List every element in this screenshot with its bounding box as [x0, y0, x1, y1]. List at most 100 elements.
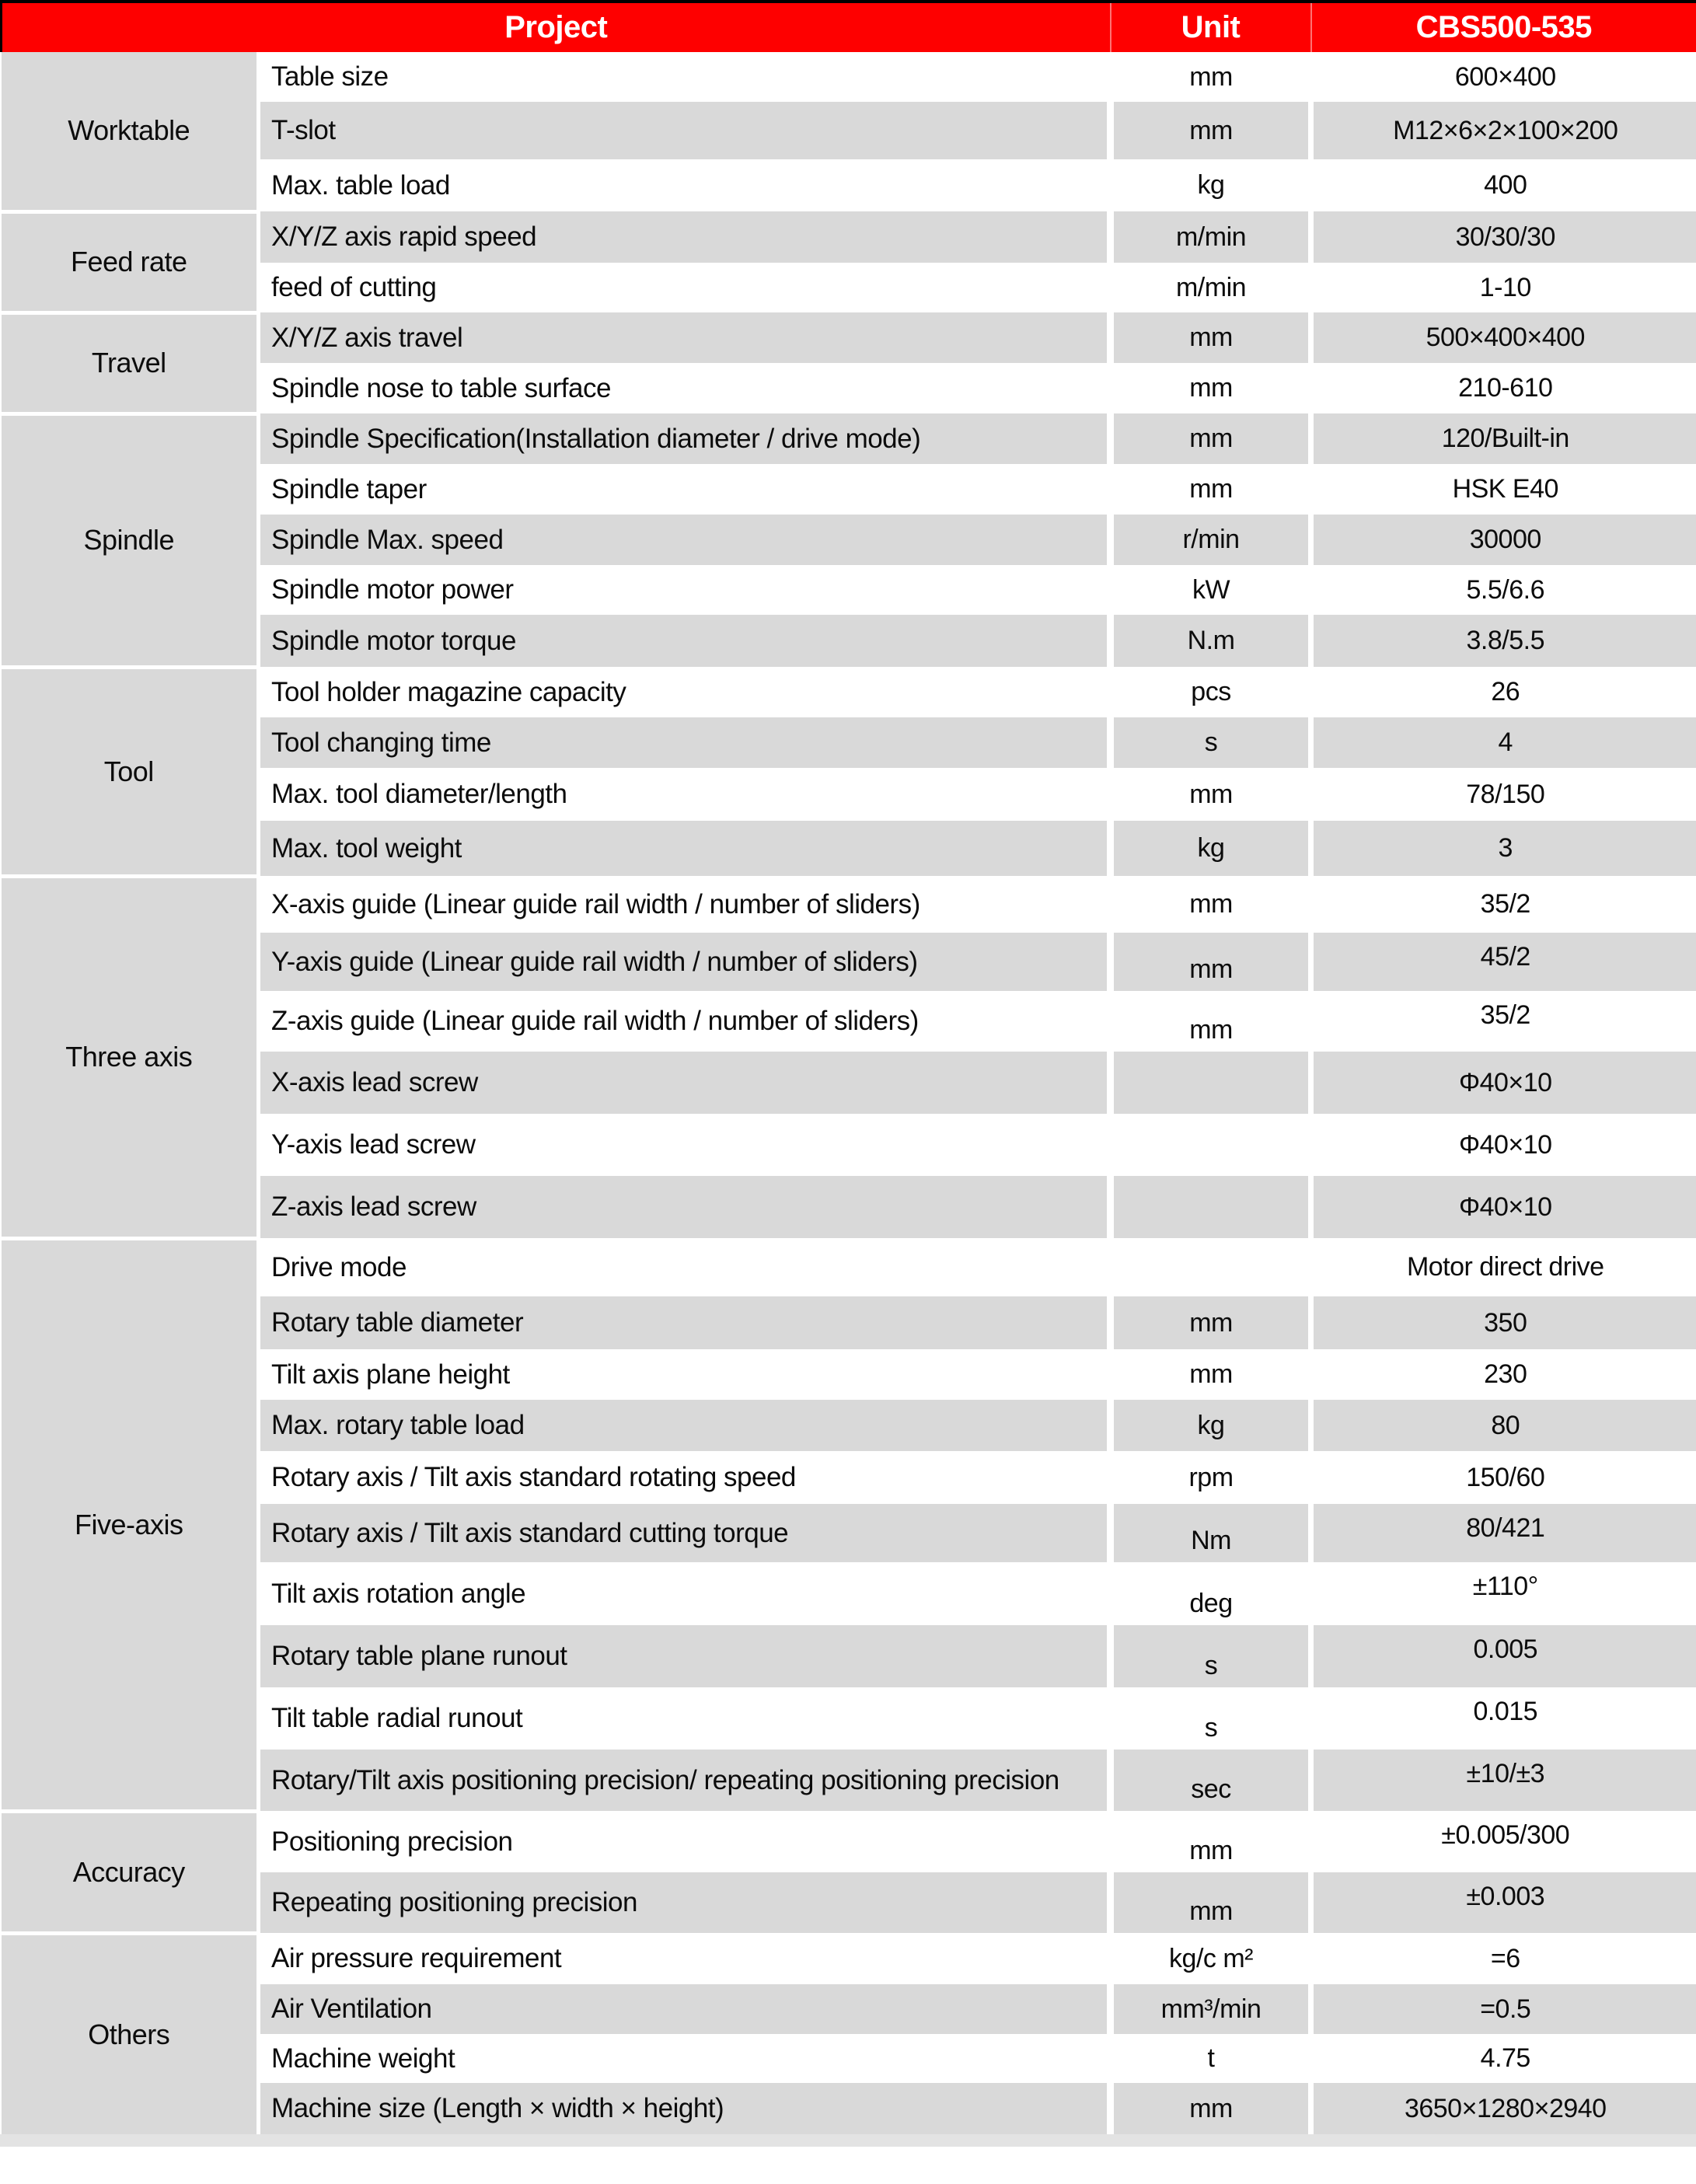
- header-row: Project Unit CBS500-535: [0, 3, 1696, 52]
- table-row: Rotary/Tilt axis positioning precision/ …: [2, 1750, 1696, 1811]
- spec-value: =6: [1310, 1933, 1696, 1984]
- spec-value: 230: [1310, 1349, 1696, 1400]
- spec-unit: mm: [1110, 2083, 1314, 2134]
- table-row: Travel X/Y/Z axis travel mm 500×400×400: [1, 310, 1696, 413]
- table-row: Spindle motor power kW 5.5/6.6: [2, 565, 1696, 615]
- category-cell-others: Others: [1, 1931, 260, 2134]
- spec-value: 0.015: [1310, 1687, 1696, 1750]
- table-row: Spindle Spindle Specification(Installatio…: [1, 411, 1696, 667]
- spec-label: Machine size (Length × width × height): [258, 2083, 1115, 2134]
- spec-value: 3.8/5.5: [1310, 615, 1696, 667]
- spec-unit: m/min: [1110, 263, 1314, 312]
- bottom-strip: [0, 2134, 1696, 2147]
- spec-value: =0.5: [1310, 1984, 1696, 2034]
- table-row: Y-axis guide (Linear guide rail width / …: [2, 933, 1696, 991]
- spec-value: Φ40×10: [1310, 1052, 1696, 1114]
- table-row: Feed rate X/Y/Z axis rapid speed m/min 30/3…: [1, 209, 1696, 312]
- spec-unit: [1110, 1176, 1314, 1238]
- table-row: Spindle Max. speed r/min 30000: [2, 515, 1696, 565]
- header-unit: Unit: [1109, 3, 1311, 52]
- spec-value: 600×400: [1310, 52, 1696, 102]
- spec-unit: sec: [1110, 1750, 1314, 1811]
- top-border: [0, 0, 1696, 3]
- category-cell-accuracy: Accuracy: [1, 1809, 260, 1933]
- spec-value: Φ40×10: [1310, 1176, 1696, 1238]
- table-row: Tilt table radial runout s 0.015: [2, 1687, 1696, 1750]
- table-row: Spindle nose to table surface mm 210-610: [2, 363, 1696, 413]
- spec-label: Max. tool diameter/length: [258, 768, 1115, 821]
- spec-unit: mm: [1110, 464, 1314, 515]
- category-cell-tool: Tool: [1, 665, 260, 876]
- table-row: feed of cutting m/min 1-10: [2, 263, 1696, 312]
- table-header: Project Unit CBS500-535: [0, 3, 1696, 52]
- table-row: Worktable Table size mm 600×400: [1, 52, 1696, 211]
- spec-unit: m/min: [1110, 211, 1314, 263]
- category-cell-three-axis: Three axis: [1, 874, 260, 1238]
- spec-value: 120/Built-in: [1310, 413, 1696, 464]
- spec-unit: mm: [1110, 363, 1314, 413]
- spec-unit: mm: [1110, 1296, 1314, 1349]
- spec-unit: mm: [1110, 768, 1314, 821]
- spec-value: 500×400×400: [1310, 312, 1696, 363]
- table-row: Three axis X-axis guide (Linear guide rai…: [1, 874, 1696, 1238]
- table-row: Rotary table plane runout s 0.005: [2, 1625, 1696, 1687]
- category-cell-worktable: Worktable: [1, 52, 260, 211]
- spec-label: Z-axis lead screw: [258, 1176, 1115, 1238]
- spec-unit: pcs: [1110, 667, 1314, 717]
- spec-unit: s: [1110, 1687, 1314, 1750]
- spec-value: 1-10: [1310, 263, 1696, 312]
- spec-label: X-axis guide (Linear guide rail width / …: [258, 876, 1115, 933]
- spec-label: Spindle Max. speed: [258, 515, 1115, 565]
- spec-value: M12×6×2×100×200: [1310, 102, 1696, 159]
- spec-label: Positioning precision: [258, 1811, 1115, 1872]
- table-row: Z-axis guide (Linear guide rail width / …: [2, 991, 1696, 1052]
- spec-unit: kg: [1110, 1400, 1314, 1451]
- spec-value: 4: [1310, 717, 1696, 768]
- table-row: Rotary axis / Tilt axis standard rotatin…: [2, 1451, 1696, 1504]
- table-row: Machine weight t 4.75: [2, 2034, 1696, 2083]
- spec-label: T-slot: [258, 102, 1115, 159]
- spec-unit: s: [1110, 717, 1314, 768]
- table-row: X-axis lead screw Φ40×10: [2, 1052, 1696, 1114]
- spec-unit: kg: [1110, 821, 1314, 876]
- header-project: Project: [0, 3, 1111, 52]
- spec-value: 4.75: [1310, 2034, 1696, 2083]
- spec-unit: mm: [1110, 1349, 1314, 1400]
- spec-unit: t: [1110, 2034, 1314, 2083]
- spec-unit: mm: [1110, 1872, 1314, 1933]
- category-cell-five-axis: Five-axis: [1, 1236, 260, 1811]
- spec-unit: N.m: [1110, 615, 1314, 667]
- spec-value: 210-610: [1310, 363, 1696, 413]
- spec-value: 30000: [1310, 515, 1696, 565]
- spec-label: Tool holder magazine capacity: [258, 667, 1115, 717]
- spec-value: Φ40×10: [1310, 1114, 1696, 1176]
- spec-value: 35/2: [1310, 991, 1696, 1052]
- spec-unit: mm: [1110, 1811, 1314, 1872]
- table-row: Accuracy Positioning precision mm ±0.005/30…: [1, 1809, 1696, 1933]
- spec-label: Spindle motor torque: [258, 615, 1115, 667]
- table-row: T-slot mm M12×6×2×100×200: [2, 102, 1696, 159]
- spec-label: Y-axis guide (Linear guide rail width / …: [258, 933, 1115, 991]
- table-row: Five-axis Drive mode Motor direct drive: [1, 1236, 1696, 1811]
- spec-label: Spindle motor power: [258, 565, 1115, 615]
- spec-value: 78/150: [1310, 768, 1696, 821]
- spec-unit: mm: [1110, 312, 1314, 363]
- spec-label: Tilt axis rotation angle: [258, 1562, 1115, 1625]
- spec-value: 3: [1310, 821, 1696, 876]
- spec-unit: [1110, 1114, 1314, 1176]
- spec-unit: mm: [1110, 52, 1314, 102]
- spec-label: X-axis lead screw: [258, 1052, 1115, 1114]
- spec-unit: Nm: [1110, 1504, 1314, 1562]
- table-row: Tool changing time s 4: [2, 717, 1696, 768]
- spec-label: Spindle nose to table surface: [258, 363, 1115, 413]
- spec-unit: [1110, 1052, 1314, 1114]
- spec-label: Spindle taper: [258, 464, 1115, 515]
- spec-label: Tilt axis plane height: [258, 1349, 1115, 1400]
- category-cell-spindle: Spindle: [1, 411, 260, 667]
- table-row: Rotary table diameter mm 350: [2, 1296, 1696, 1349]
- spec-unit: s: [1110, 1625, 1314, 1687]
- spec-label: Rotary/Tilt axis positioning precision/ …: [258, 1750, 1115, 1811]
- spec-label: Spindle Specification(Installation diame…: [258, 413, 1115, 464]
- table-row: Tilt axis plane height mm 230: [2, 1349, 1696, 1400]
